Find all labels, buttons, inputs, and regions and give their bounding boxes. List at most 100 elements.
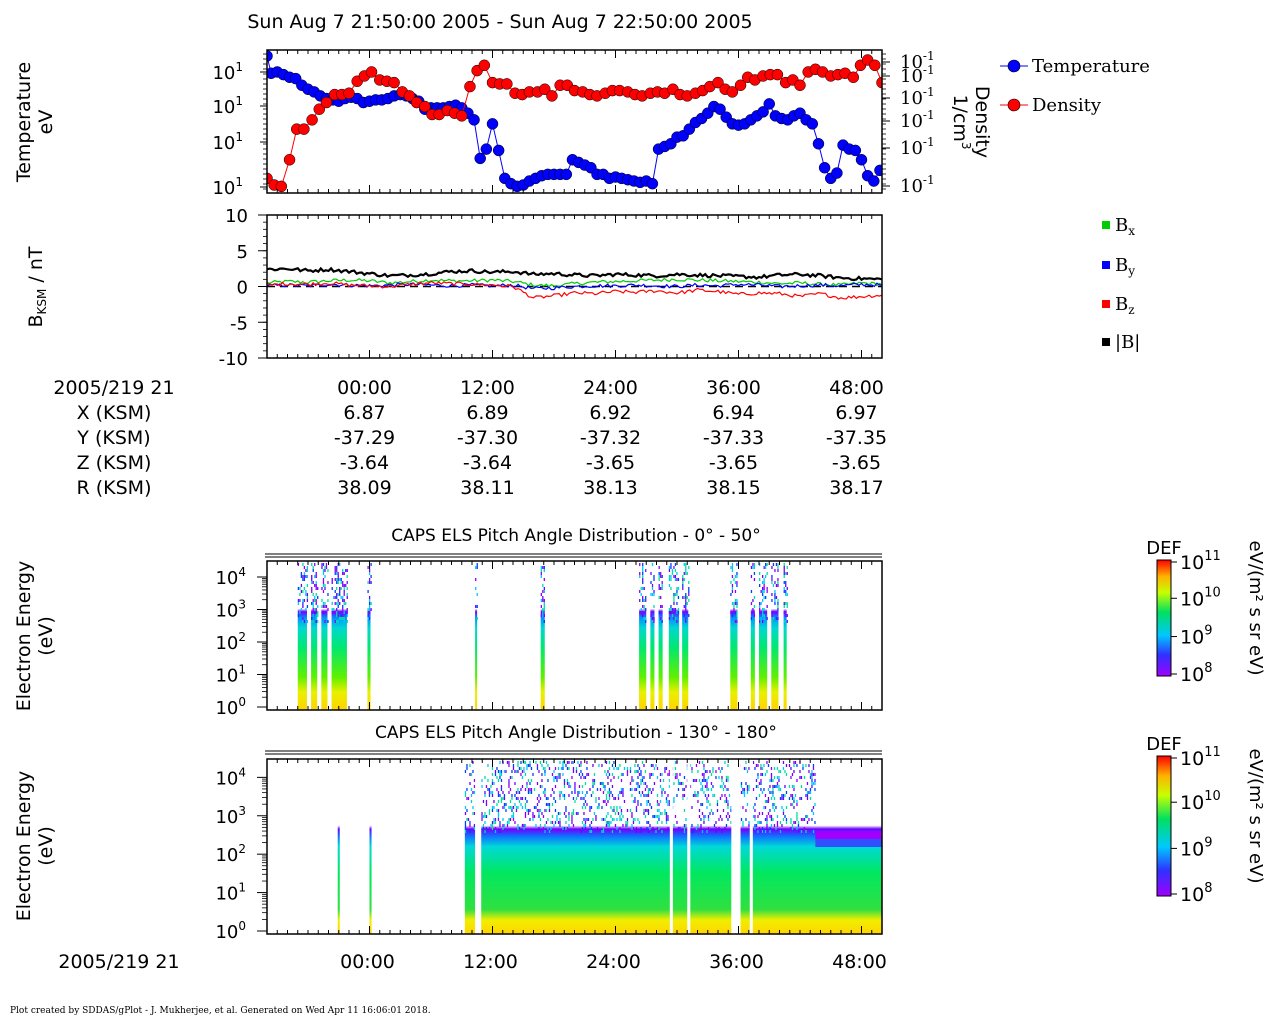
spectrogram-pixel [607, 776, 609, 779]
spectrogram-pixel [761, 812, 764, 815]
time-tick-label: 24:00 [586, 951, 641, 973]
spectrogram-pixel [512, 818, 515, 821]
spectrogram-pixel [659, 779, 662, 782]
point-density [313, 103, 326, 115]
spectrogram-pixel [797, 821, 800, 824]
spectrogram-pixel [581, 773, 584, 776]
spectrogram-pixel [491, 806, 494, 809]
spectrogram-pixel [710, 773, 713, 776]
spectrogram-pixel [646, 809, 648, 812]
colorbar-tick-label: 1010 [1180, 585, 1221, 610]
spectrogram-pixel [688, 581, 690, 584]
spectrogram-pixel [674, 767, 677, 770]
spectrogram-pixel [766, 761, 768, 764]
point-density [320, 96, 333, 109]
colorbar-tick-label: 109 [1180, 624, 1212, 649]
ephemeris-value: -3.64 [340, 452, 389, 474]
spectrogram-pixel [782, 797, 785, 800]
spectrogram-pixel [589, 806, 591, 809]
spectrogram-pixel [581, 821, 584, 824]
spectrogram-pixel [791, 773, 794, 776]
spectrogram-pixel [659, 800, 662, 803]
spectrogram-pixel [806, 821, 809, 824]
legend-label: Bx [1115, 215, 1135, 238]
spectrogram-pixel [796, 779, 798, 782]
spectrogram-pixel [324, 620, 326, 623]
spectrogram-pixel [314, 611, 316, 614]
els-pad-0-50-panel: CAPS ELS Pitch Angle Distribution - 0° -… [13, 526, 1266, 719]
spectrogram-pixel [342, 608, 344, 611]
spectrogram-pixel [302, 620, 304, 623]
spectrogram-pixel [586, 791, 588, 794]
spectrogram-pixel [758, 782, 761, 785]
spectrogram-pixel [676, 587, 678, 590]
spectrogram-pixel [763, 608, 765, 611]
spectrogram-pixel [572, 809, 575, 812]
spectrogram-pixel [770, 779, 773, 782]
spectrogram-pixel [718, 767, 720, 770]
spectrogram-pixel [661, 773, 663, 776]
spectrogram-pixel [800, 818, 803, 821]
spectrogram-pixel [560, 767, 563, 770]
spectrogram-pixel [619, 791, 621, 794]
spectrogram-pixel [736, 605, 738, 608]
point-density [464, 80, 476, 93]
spectrogram-pixel [469, 773, 471, 776]
spectrogram-pixel [635, 788, 638, 791]
spectrogram-pixel [581, 827, 584, 830]
spectrogram-pixel [540, 605, 542, 608]
spectrogram-pixel [806, 797, 809, 800]
spectrogram-pixel [346, 620, 348, 623]
spectrogram-pixel [753, 563, 756, 566]
spectrogram-pixel [311, 620, 313, 623]
spectrogram-pixel [802, 818, 804, 821]
spectrogram-pixel [727, 818, 729, 821]
spectrogram-pixel [299, 587, 301, 590]
bfield-label-unit: / nT [25, 246, 47, 289]
spectrogram-pixel [728, 815, 731, 818]
spectrogram-pixel [800, 797, 803, 800]
spectrogram-pixel [509, 800, 512, 803]
spectrogram-band [815, 839, 882, 847]
spectrogram-pixel [750, 617, 753, 620]
spectrogram-pixel [481, 785, 483, 788]
spectrogram-pixel [475, 578, 477, 581]
spectrogram-pixel [496, 788, 498, 791]
spectrogram-pixel [542, 791, 545, 794]
spectrogram-pixel [667, 794, 669, 797]
spectrogram-pixel [499, 830, 501, 833]
spectrogram-pixel [790, 767, 792, 770]
spectrogram-pixel [602, 791, 605, 794]
spectrogram-pixel [542, 596, 544, 599]
spectrogram-pixel [321, 566, 323, 569]
spectrogram-pixel [660, 596, 662, 599]
spectrogram-pixel [777, 602, 779, 605]
spectrogram-pixel [764, 830, 767, 833]
spectrogram-pixel [812, 773, 815, 776]
spectrogram-pixel [677, 782, 680, 785]
spectrogram-pixel [611, 809, 614, 812]
spectrogram-pixel [762, 581, 764, 584]
spectrogram-column [682, 561, 689, 710]
spectrogram-pixel [497, 818, 500, 821]
spectrogram-pixel [805, 794, 807, 797]
spectrogram-pixel [568, 815, 570, 818]
spectrogram-pixel [734, 599, 737, 602]
spectrogram-pixel [342, 617, 344, 620]
bfield-label-base: B [25, 314, 47, 327]
spectrogram-pixel [632, 800, 635, 803]
tick-base: 10 [900, 66, 923, 87]
tick-exp: 8 [1204, 661, 1212, 676]
spectrogram-pixel [346, 596, 348, 599]
spectrogram-pixel [466, 767, 468, 770]
spectrogram-pixel [337, 602, 339, 605]
spectrogram-pixel [551, 803, 554, 806]
spectrogram-pixel [559, 794, 561, 797]
spectrogram-pixel [322, 581, 325, 584]
data-gap [669, 759, 673, 934]
spectrogram-pixel [607, 770, 609, 773]
spectrogram-pixel [587, 818, 590, 821]
spectrogram-pixel [639, 599, 641, 602]
spectrogram-pixel [331, 608, 333, 611]
spectrogram-pixel [508, 761, 510, 764]
